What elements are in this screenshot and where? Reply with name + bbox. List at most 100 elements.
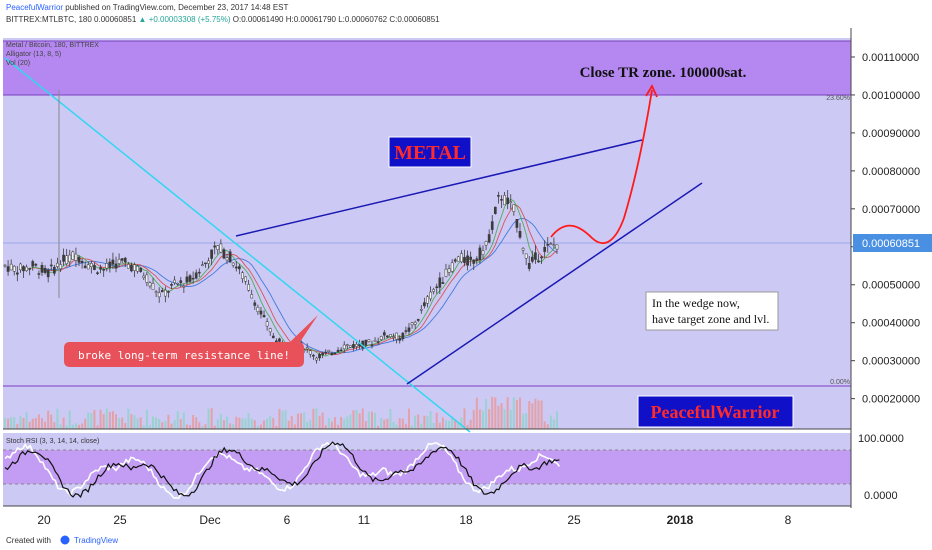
volume-bar bbox=[438, 422, 441, 429]
stoch-rsi-line bbox=[4, 441, 561, 499]
candle-body bbox=[352, 344, 355, 348]
volume-bar bbox=[346, 416, 349, 429]
candle-body bbox=[404, 330, 408, 332]
candle-body bbox=[250, 294, 254, 299]
volume-bar bbox=[250, 418, 253, 429]
candle-body bbox=[444, 268, 448, 277]
price-tick-label: 0.00040000 bbox=[862, 318, 920, 330]
candle-body bbox=[355, 344, 358, 347]
candle-body bbox=[333, 352, 337, 355]
volume-bar bbox=[494, 397, 497, 429]
published-text: published on TradingView.com, December 2… bbox=[65, 3, 289, 12]
candle-body bbox=[43, 267, 47, 273]
candle-body bbox=[49, 264, 53, 267]
volume-bar bbox=[28, 421, 31, 429]
candle-body bbox=[503, 195, 506, 206]
tradingview-logo-icon bbox=[60, 535, 70, 545]
publisher-name[interactable]: PeacefulWarrior bbox=[6, 3, 64, 12]
candle-body bbox=[120, 258, 124, 261]
candle-body bbox=[179, 280, 183, 284]
candle-body bbox=[537, 260, 540, 263]
volume-bar bbox=[407, 408, 410, 429]
volume-bar bbox=[284, 410, 287, 429]
candle-body bbox=[506, 197, 510, 204]
volume-bar bbox=[352, 410, 355, 429]
time-tick-label: 8 bbox=[785, 513, 792, 527]
volume-bar bbox=[281, 410, 284, 429]
candle-body bbox=[438, 277, 442, 288]
volume-bar bbox=[392, 422, 395, 429]
volume-bar bbox=[62, 417, 65, 429]
time-axis-ticks[interactable]: 20 25 Dec 6 11 18 25 2018 8 bbox=[37, 513, 791, 527]
volume-bar bbox=[164, 421, 167, 429]
time-tick-label: 18 bbox=[459, 513, 473, 527]
volume-bar bbox=[213, 425, 216, 429]
wedge-lower-line bbox=[406, 182, 703, 385]
candle-body bbox=[136, 265, 139, 272]
candle-body bbox=[312, 354, 315, 357]
candle-body bbox=[469, 256, 473, 260]
candle-body bbox=[222, 249, 226, 259]
volume-bar bbox=[497, 405, 500, 429]
volume-bar bbox=[207, 408, 210, 429]
volume-bar bbox=[420, 423, 423, 429]
wedge-note-line1: In the wedge now, bbox=[652, 296, 740, 310]
volume-bar bbox=[417, 414, 420, 429]
volume-bar bbox=[253, 420, 256, 429]
candle-body bbox=[395, 332, 398, 340]
chart-area[interactable]: 23.60% 0.00% Close TR zone. 100000sat. M… bbox=[0, 28, 932, 531]
volume-bar bbox=[432, 422, 435, 429]
candle-body bbox=[40, 264, 44, 273]
volume-bar bbox=[515, 400, 518, 429]
last-price-tag-text: 0.00060851 bbox=[862, 238, 920, 250]
volume-bar bbox=[546, 424, 549, 429]
volume-bar bbox=[293, 424, 296, 429]
volume-bar bbox=[395, 424, 398, 429]
volume-bar bbox=[377, 425, 380, 429]
candle-body bbox=[401, 332, 405, 340]
volume-bar bbox=[44, 421, 47, 429]
volume-bar bbox=[4, 418, 6, 429]
candle-body bbox=[487, 234, 491, 243]
volume-bar bbox=[219, 413, 222, 429]
candle-body bbox=[207, 260, 210, 264]
volume-bar bbox=[216, 419, 219, 429]
volume-bar bbox=[87, 412, 90, 429]
publish-line: PeacefulWarrior published on TradingView… bbox=[6, 3, 288, 12]
candle-body bbox=[515, 219, 519, 228]
target-zone bbox=[3, 41, 851, 95]
candle-body bbox=[31, 261, 35, 267]
volume-bar bbox=[404, 424, 407, 429]
candle-body bbox=[423, 302, 426, 307]
candle-body bbox=[339, 349, 343, 352]
volume-bar bbox=[158, 419, 161, 429]
price-axis[interactable] bbox=[851, 28, 932, 508]
volume-bar bbox=[167, 414, 170, 429]
volume-bar bbox=[401, 418, 404, 429]
candle-body bbox=[191, 277, 195, 280]
legend-stoch[interactable]: Stoch RSI (3, 3, 14, 14, close) bbox=[6, 438, 99, 445]
candle-body bbox=[167, 291, 170, 293]
volume-bar bbox=[59, 424, 62, 429]
candle-body bbox=[102, 268, 106, 271]
tradingview-brand[interactable]: TradingView bbox=[74, 536, 119, 545]
price-tick-label: 0.00090000 bbox=[862, 128, 920, 140]
candle-body bbox=[530, 256, 534, 262]
volume-bar bbox=[50, 414, 53, 429]
legend-vol[interactable]: Vol (20) bbox=[6, 60, 30, 67]
candle-body bbox=[28, 268, 32, 270]
legend-alligator[interactable]: Alligator (13, 8, 5) bbox=[6, 51, 61, 58]
time-tick-label: 6 bbox=[284, 513, 291, 527]
volume-bar bbox=[349, 414, 352, 429]
wedge-upper-line bbox=[235, 139, 643, 237]
candle-body bbox=[429, 291, 432, 300]
last-price-label: 0.00060851 bbox=[94, 15, 137, 24]
candle-body bbox=[271, 335, 275, 339]
volume-bar bbox=[444, 420, 447, 429]
candle-body bbox=[62, 254, 65, 262]
candle-body bbox=[188, 275, 192, 282]
volume-bar bbox=[139, 417, 142, 429]
volume-bar bbox=[235, 416, 238, 429]
candle-body bbox=[419, 308, 423, 311]
volume-bar bbox=[327, 418, 330, 429]
